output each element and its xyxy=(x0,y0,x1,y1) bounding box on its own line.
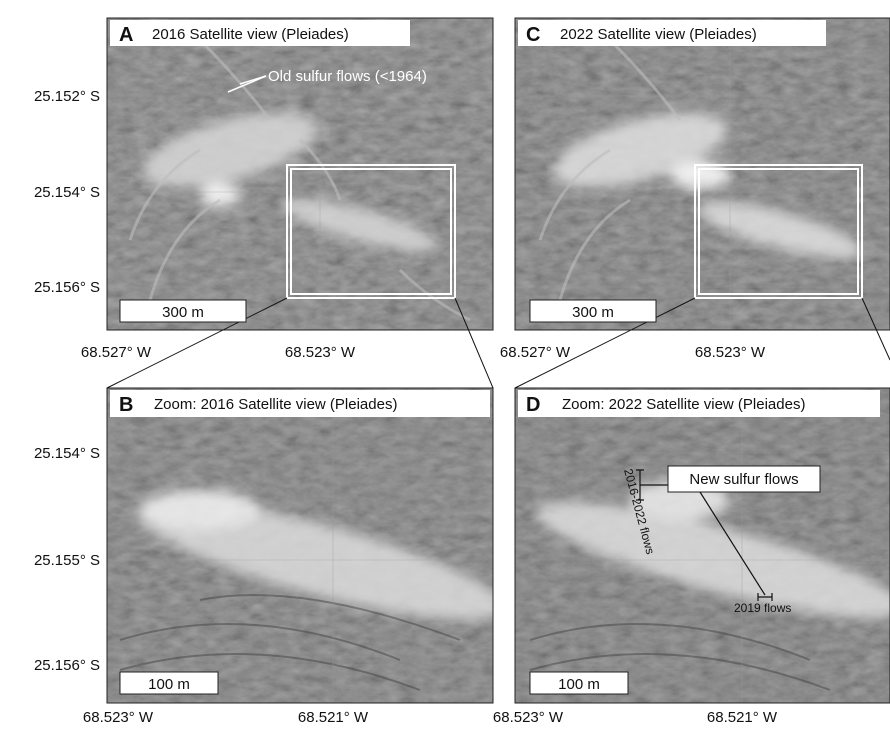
panel-label: C xyxy=(526,24,540,46)
lat-label: 25.154° S xyxy=(34,445,100,462)
image-a xyxy=(107,18,493,330)
lat-label: 25.155° S xyxy=(34,552,100,569)
lon-label: 68.523° W xyxy=(493,709,564,726)
scale-bar-label: 100 m xyxy=(558,676,600,693)
panel-label: B xyxy=(119,394,133,416)
lon-label: 68.527° W xyxy=(81,344,152,361)
image-b xyxy=(107,388,513,703)
scale-bar-label: 300 m xyxy=(572,304,614,321)
lon-label: 68.523° W xyxy=(83,709,154,726)
figure: A 2016 Satellite view (Pleiades) C 2022 … xyxy=(0,0,890,727)
panel-title: Zoom: 2016 Satellite view (Pleiades) xyxy=(154,396,397,413)
panel-label: A xyxy=(119,24,133,46)
scale-bar-label: 300 m xyxy=(162,304,204,321)
annotation: Old sulfur flows (<1964) xyxy=(268,68,427,85)
panel-label: D xyxy=(526,394,540,416)
lat-label: 25.156° S xyxy=(34,279,100,296)
panel-title: Zoom: 2022 Satellite view (Pleiades) xyxy=(562,396,805,413)
lat-label: 25.154° S xyxy=(34,184,100,201)
lon-label: 68.523° W xyxy=(285,344,356,361)
lon-label: 68.527° W xyxy=(500,344,571,361)
lon-label: 68.521° W xyxy=(707,709,778,726)
lat-label: 25.152° S xyxy=(34,88,100,105)
scale-bar-label: 100 m xyxy=(148,676,190,693)
lon-label: 68.521° W xyxy=(298,709,369,726)
panel-title: 2016 Satellite view (Pleiades) xyxy=(152,26,349,43)
image-d xyxy=(515,388,890,703)
panel-title: 2022 Satellite view (Pleiades) xyxy=(560,26,757,43)
page: {"panels": [ {"label": "A", "title": "20… xyxy=(0,0,890,727)
annotation: 2019 flows xyxy=(734,601,791,615)
annotation: New sulfur flows xyxy=(689,471,798,488)
lat-label: 25.156° S xyxy=(34,657,100,674)
image-c xyxy=(515,18,890,330)
lon-label: 68.523° W xyxy=(695,344,766,361)
